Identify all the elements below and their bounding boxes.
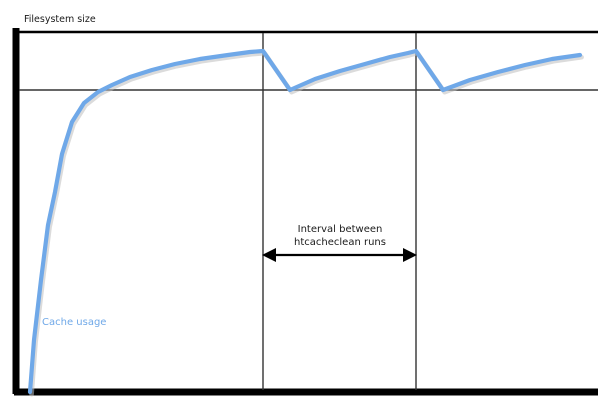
interval-arrow-head-left: [262, 248, 276, 262]
cache-usage-label: Cache usage: [42, 317, 106, 328]
interval-annotation-line1: Interval between: [298, 224, 383, 235]
interval-annotation-line2: htcacheclean runs: [294, 237, 386, 248]
cache-usage-curve: [27, 48, 583, 395]
filesystem-size-label: Filesystem size: [24, 14, 96, 25]
interval-arrow-head-right: [403, 248, 417, 262]
